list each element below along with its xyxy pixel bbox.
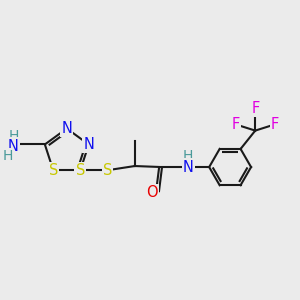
- Text: S: S: [76, 163, 85, 178]
- Text: N: N: [83, 137, 94, 152]
- Text: N: N: [183, 160, 194, 175]
- Text: O: O: [146, 185, 158, 200]
- Text: H: H: [8, 129, 19, 143]
- Text: H: H: [183, 148, 194, 163]
- Text: N: N: [8, 139, 19, 154]
- Text: S: S: [103, 163, 112, 178]
- Text: F: F: [231, 117, 239, 132]
- Text: F: F: [271, 117, 279, 132]
- Text: H: H: [2, 149, 13, 163]
- Text: S: S: [49, 163, 58, 178]
- Text: N: N: [61, 121, 72, 136]
- Text: F: F: [251, 101, 260, 116]
